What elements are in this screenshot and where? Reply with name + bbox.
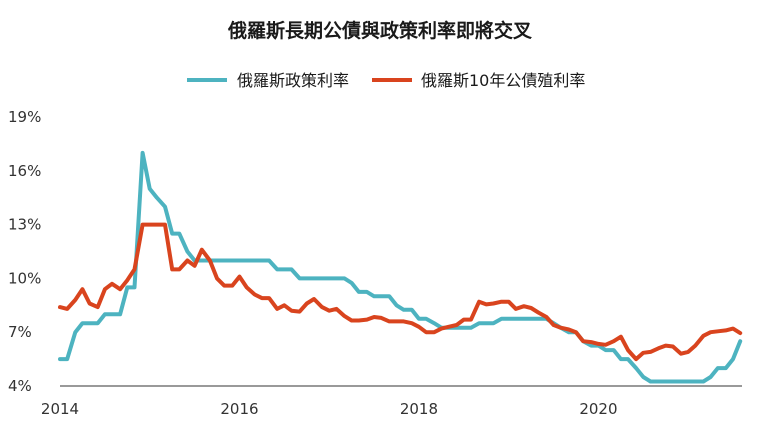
chart-title: 俄羅斯長期公債與政策利率即將交叉 xyxy=(227,19,533,42)
y-axis-ticks: 4% 7% 10% 13% 16% 19% xyxy=(8,108,41,395)
series-line-bond-yield xyxy=(58,222,743,362)
legend: 俄羅斯政策利率 俄羅斯10年公債殖利率 xyxy=(187,71,585,90)
y-tick-label: 19% xyxy=(8,108,41,126)
series-line-policy-rate xyxy=(58,150,743,384)
x-tick-label: 2020 xyxy=(579,400,617,418)
y-tick-label: 16% xyxy=(8,162,41,180)
x-tick-label: 2018 xyxy=(400,400,438,418)
x-tick-label: 2014 xyxy=(41,400,79,418)
legend-label-bond-yield: 俄羅斯10年公債殖利率 xyxy=(421,71,585,90)
y-tick-label: 4% xyxy=(8,377,32,395)
series-lines xyxy=(58,150,743,384)
x-axis-ticks: 2014 2016 2018 2020 xyxy=(41,400,618,418)
y-tick-label: 13% xyxy=(8,216,41,234)
y-tick-label: 7% xyxy=(8,323,32,341)
legend-label-policy-rate: 俄羅斯政策利率 xyxy=(237,71,349,90)
y-tick-label: 10% xyxy=(8,269,41,287)
x-tick-label: 2016 xyxy=(220,400,258,418)
